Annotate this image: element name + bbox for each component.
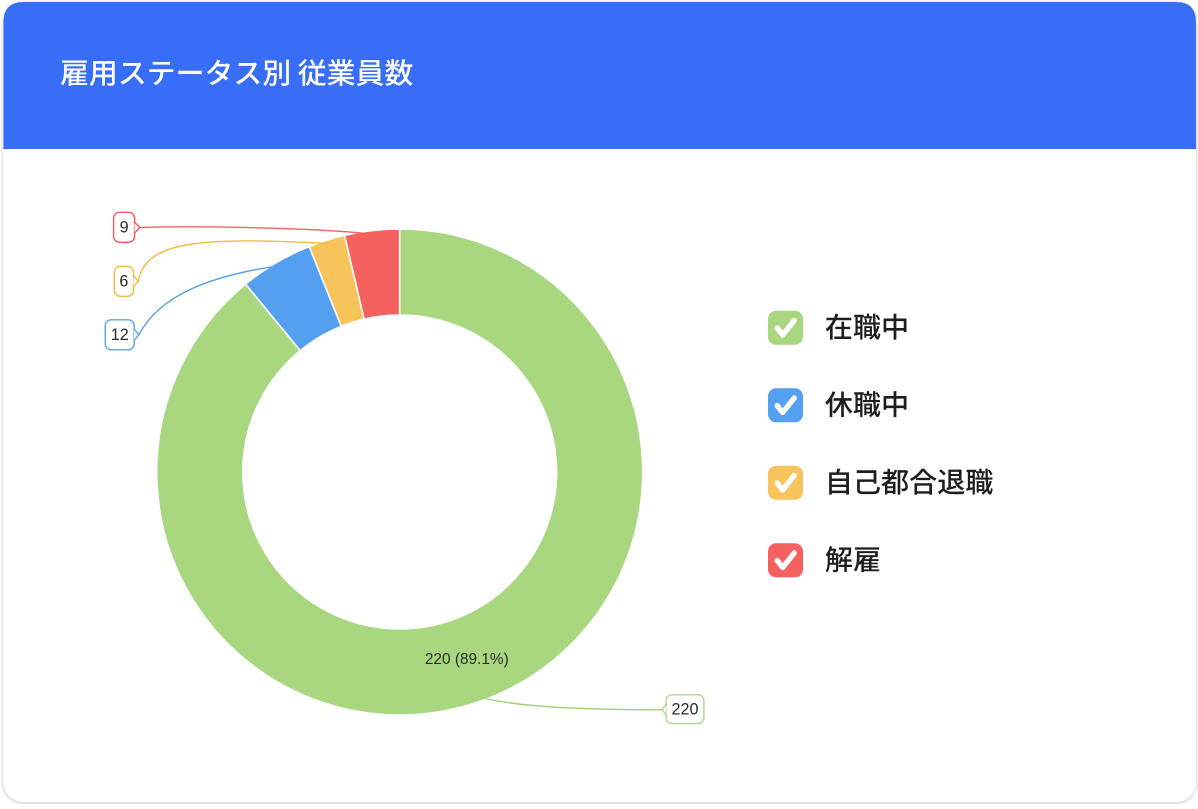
- svg-text:220 (89.1%): 220 (89.1%): [425, 651, 509, 668]
- svg-text:12: 12: [111, 326, 129, 344]
- svg-text:6: 6: [119, 273, 128, 291]
- svg-text:220: 220: [671, 701, 698, 719]
- svg-text:9: 9: [120, 219, 129, 237]
